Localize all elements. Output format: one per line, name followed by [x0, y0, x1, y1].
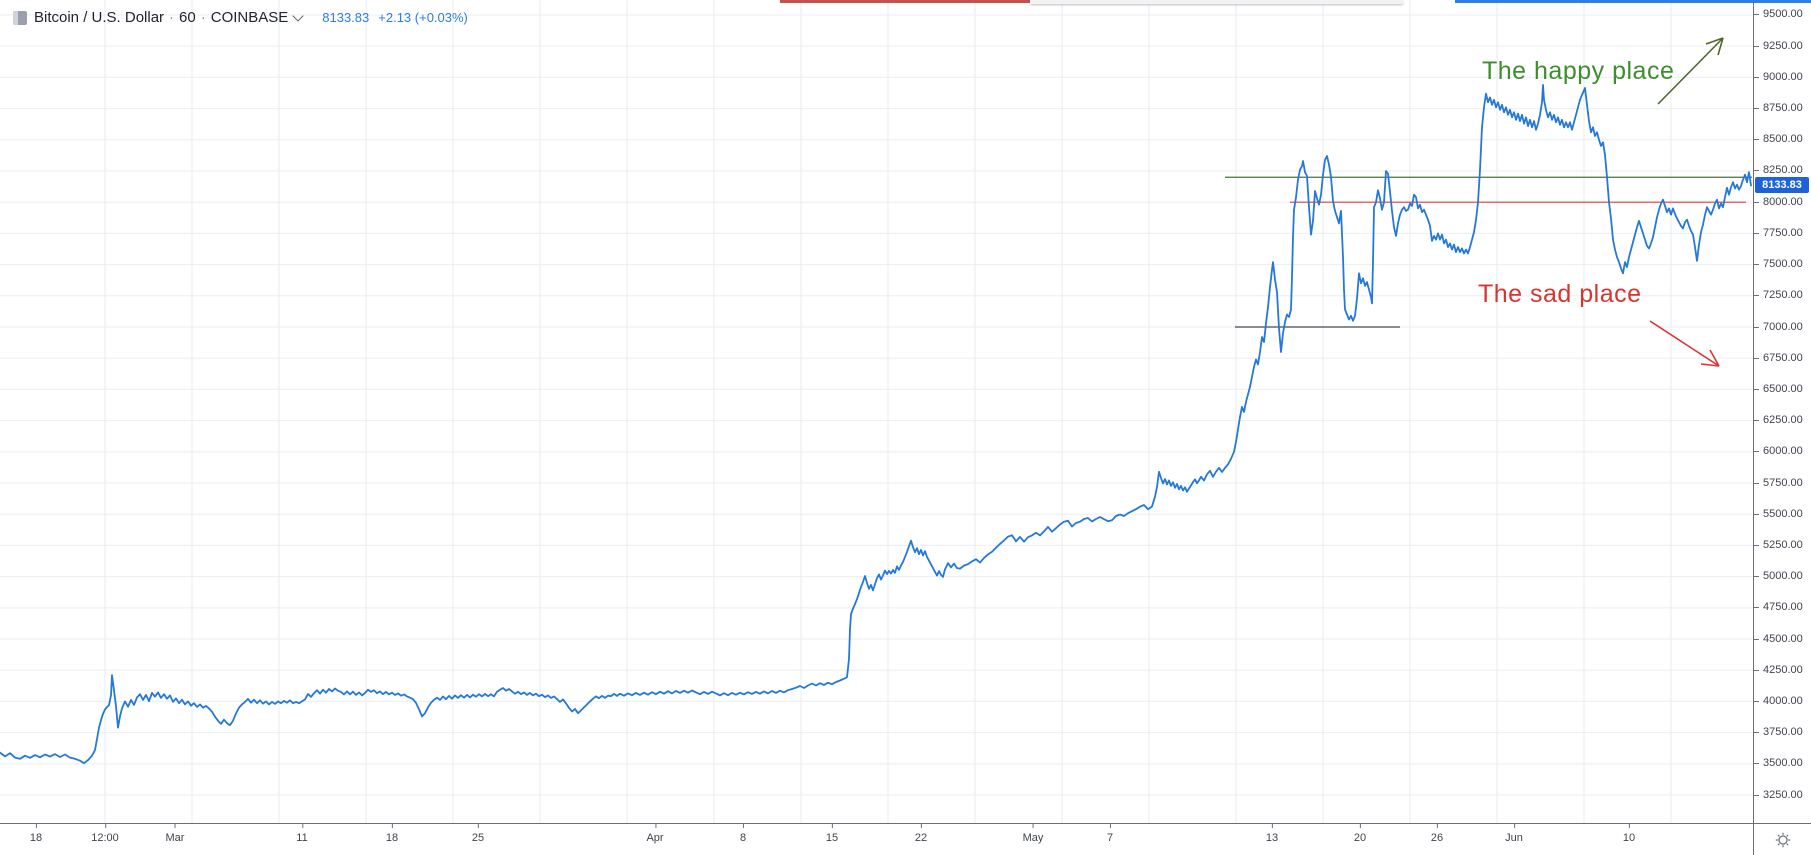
- time-axis-label: 11: [296, 823, 308, 844]
- price-axis-label: 3750.00: [1754, 726, 1803, 739]
- sad-arrow-icon[interactable]: [1649, 320, 1720, 367]
- price-axis-label: 6000.00: [1754, 445, 1803, 458]
- gear-icon[interactable]: [1774, 831, 1792, 849]
- price-axis-label: 6500.00: [1754, 382, 1803, 395]
- price-axis-label: 3500.00: [1754, 757, 1803, 770]
- price-axis-label: 4250.00: [1754, 663, 1803, 676]
- blue-strip: [1455, 0, 1811, 3]
- time-axis-label: 26: [1430, 823, 1444, 844]
- red-strip: [780, 0, 1030, 3]
- price-axis-label: 8750.00: [1754, 102, 1803, 115]
- last-price-value: 8133.83: [322, 10, 370, 25]
- interval-value[interactable]: 60: [179, 9, 196, 26]
- time-axis-label: 13: [1265, 823, 1279, 844]
- time-axis-label: 18: [29, 823, 43, 844]
- exchange-name[interactable]: COINBASE: [210, 9, 289, 26]
- price-axis-label: 9500.00: [1754, 8, 1803, 21]
- time-axis-label: May: [1022, 823, 1044, 844]
- price-axis-label: 6750.00: [1754, 351, 1803, 364]
- time-axis[interactable]: 18 12:00 Mar 11 18 25 Apr 8 15 22 May 7 13 20 26 Jun 10: [0, 823, 1753, 855]
- time-axis-label: 10: [1622, 823, 1636, 844]
- price-change-value: +2.13 (+0.03%): [378, 10, 468, 25]
- price-axis-label: 8000.00: [1754, 195, 1803, 208]
- last-price-badge: 8133.83: [1755, 177, 1809, 194]
- price-axis-label: 4500.00: [1754, 632, 1803, 645]
- time-axis-label: 20: [1353, 823, 1367, 844]
- price-axis-label: 7000.00: [1754, 320, 1803, 333]
- separator-dot: ·: [169, 9, 175, 26]
- price-axis-label: 7500.00: [1754, 258, 1803, 271]
- price-line: [0, 84, 1752, 765]
- chevron-down-icon[interactable]: [292, 10, 304, 22]
- price-axis-label: 7750.00: [1754, 226, 1803, 239]
- separator-dot: ·: [200, 9, 206, 26]
- time-axis-label: Mar: [165, 823, 185, 844]
- price-axis-label: 5000.00: [1754, 570, 1803, 583]
- price-axis-label: 5250.00: [1754, 538, 1803, 551]
- time-axis-label: 15: [825, 823, 839, 844]
- price-axis-label: 9250.00: [1754, 39, 1803, 52]
- price-axis-label: 5750.00: [1754, 476, 1803, 489]
- price-axis-label: 8500.00: [1754, 133, 1803, 146]
- time-axis-label: 7: [1106, 823, 1114, 844]
- annotation-happy-place[interactable]: The happy place: [1482, 57, 1675, 85]
- happy-arrow-icon[interactable]: [1657, 37, 1724, 105]
- time-axis-label: 22: [914, 823, 928, 844]
- time-axis-label: Apr: [646, 823, 664, 844]
- symbol-header: Bitcoin / U.S. Dollar · 60 · COINBASE 81…: [13, 9, 468, 26]
- price-axis-label: 7250.00: [1754, 289, 1803, 302]
- price-axis-label: 3250.00: [1754, 788, 1803, 801]
- white-strip: [1030, 0, 1403, 4]
- time-axis-label: 25: [471, 823, 485, 844]
- price-axis-label: 5500.00: [1754, 507, 1803, 520]
- price-axis-label: 4750.00: [1754, 601, 1803, 614]
- symbol-icon: [13, 10, 27, 25]
- time-axis-label: 18: [385, 823, 399, 844]
- time-axis-label: 12:00: [91, 823, 119, 844]
- price-axis-label: 9000.00: [1754, 70, 1803, 83]
- annotation-sad-place[interactable]: The sad place: [1478, 280, 1642, 308]
- time-axis-label: 8: [739, 823, 747, 844]
- symbol-title[interactable]: Bitcoin / U.S. Dollar: [34, 9, 165, 26]
- price-axis-label: 6250.00: [1754, 414, 1803, 427]
- time-axis-label: Jun: [1505, 823, 1523, 844]
- price-axis[interactable]: 8133.83 9500.00 9250.00 9000.00 8750.00 8500…: [1753, 0, 1811, 823]
- price-axis-label: 4000.00: [1754, 694, 1803, 707]
- price-chart-canvas[interactable]: [0, 0, 1753, 823]
- price-axis-label: 8250.00: [1754, 164, 1803, 177]
- axis-settings-corner[interactable]: [1753, 823, 1811, 855]
